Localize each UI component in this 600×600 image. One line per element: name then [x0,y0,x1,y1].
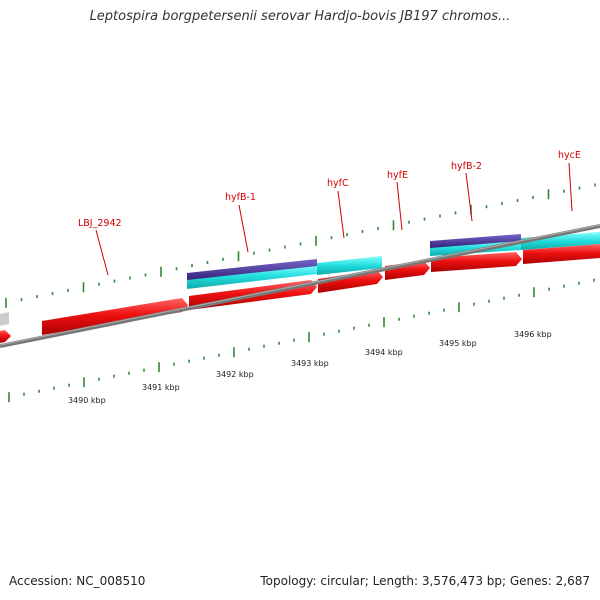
gene-label: hyfB-2 [451,161,482,172]
orf-band-hyfb2 [430,240,521,256]
gene-leader-line [238,204,249,253]
map-title: Leptospira borgpetersenii serovar Hardjo… [89,9,511,24]
kbp-label: 3493 kbp [291,359,329,368]
kbp-label: 3495 kbp [439,339,477,348]
gene-leader-line [568,162,573,212]
kbp-label: 3496 kbp [514,330,552,339]
gene-leader-line [95,229,109,276]
gene-label: hycE [558,150,581,161]
gene-label-layer: 3490 kbp 3491 kbp 3492 kbp 3493 kbp 3494 kbp… [68,150,581,405]
backbone-line [0,224,600,348]
genome-summary-text: Topology: circular; Length: 3,576,473 bp… [260,574,590,588]
outer-tick-track [5,183,596,308]
gene-label: hyfE [387,170,408,181]
orf-band-hyfb1 [187,264,317,289]
cds-arrow-hyfc [318,270,383,293]
kbp-label: 3490 kbp [68,396,106,405]
gene-label: hyfC [327,178,349,189]
gene-label: LBJ_2942 [78,218,122,229]
accession-text: Accession: NC_008510 [9,574,146,588]
backbone-highlight [0,224,600,346]
cds-arrow-lbj2942 [42,298,188,335]
gray-feature [0,312,9,326]
blast-band-hyfb2 [430,234,521,248]
gene-leader-line [337,190,345,239]
backbone-track [0,224,600,348]
gene-label: hyfB-1 [225,192,256,203]
inner-tick-track [8,278,595,403]
kbp-label: 3492 kbp [216,370,254,379]
kbp-label: 3494 kbp [365,348,403,357]
gene-leader-line [465,172,473,222]
gene-leader-line [396,181,403,231]
blast-band-hyfb1 [187,259,317,280]
cds-arrow-hyce [523,244,600,264]
kbp-label: 3491 kbp [142,383,180,392]
cds-arrow-left [0,330,11,343]
orf-band-hyfc [317,256,382,275]
